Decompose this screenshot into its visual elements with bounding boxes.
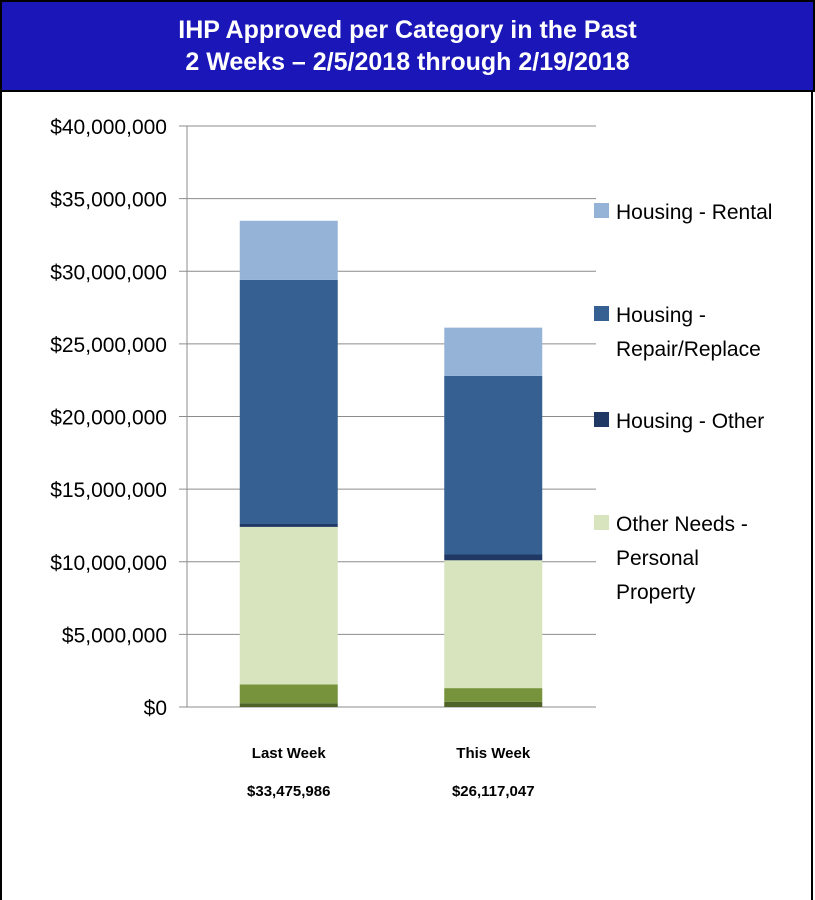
legend-label: Housing - Other xyxy=(616,410,764,433)
bar-segment xyxy=(444,701,543,707)
y-tick-label: $35,000,000 xyxy=(50,189,167,212)
y-tick-label: $0 xyxy=(144,697,167,720)
legend: Housing - Rental Housing - Repair/Replace H… xyxy=(594,201,772,604)
legend-swatch xyxy=(594,306,609,321)
chart-title-line-1: IHP Approved per Category in the Past xyxy=(178,16,637,44)
category-label: Last Week xyxy=(252,745,327,762)
bar-segment xyxy=(239,220,338,280)
bar-segment xyxy=(239,684,338,704)
stacked-bar-chart: $0 $5,000,000 $10,000,000 $15,000,000 $20,00… xyxy=(50,116,772,800)
legend-swatch xyxy=(594,412,609,427)
bar-segment xyxy=(239,279,338,524)
legend-label: Housing - xyxy=(616,304,706,327)
y-tick-label: $40,000,000 xyxy=(50,116,167,139)
bar-segment xyxy=(444,560,543,689)
bar-segment xyxy=(239,523,338,527)
y-axis-tick-labels: $0 $5,000,000 $10,000,000 $15,000,000 $20,00… xyxy=(50,116,167,720)
y-tick-label: $5,000,000 xyxy=(62,624,167,647)
category-labels: Last Week $33,475,986 This Week $26,117,047 xyxy=(247,745,535,800)
category-total-label: $33,475,986 xyxy=(247,783,330,800)
y-tick-label: $30,000,000 xyxy=(50,261,167,284)
chart-title-line-2: 2 Weeks – 2/5/2018 through 2/19/2018 xyxy=(185,48,630,76)
bar-segment xyxy=(444,688,543,702)
legend-label: Other Needs - xyxy=(616,513,748,536)
legend-swatch xyxy=(594,515,609,530)
bar-segment xyxy=(444,327,543,376)
bar-stacks xyxy=(239,220,543,707)
legend-swatch xyxy=(594,203,609,218)
legend-label: Housing - Rental xyxy=(616,201,772,224)
chart-header: IHP Approved per Category in the Past 2 … xyxy=(0,0,815,92)
y-tick-label: $20,000,000 xyxy=(50,407,167,430)
category-total-label: $26,117,047 xyxy=(452,783,535,800)
legend-label: Repair/Replace xyxy=(616,338,761,361)
legend-label: Personal xyxy=(616,547,699,570)
y-tick-label: $25,000,000 xyxy=(50,334,167,357)
legend-label: Property xyxy=(616,581,696,604)
category-label: This Week xyxy=(456,745,531,762)
bar-segment xyxy=(239,703,338,707)
bar-segment xyxy=(444,375,543,555)
bar-segment xyxy=(239,526,338,685)
bar-segment xyxy=(444,554,543,561)
y-tick-label: $15,000,000 xyxy=(50,479,167,502)
y-tick-label: $10,000,000 xyxy=(50,552,167,575)
